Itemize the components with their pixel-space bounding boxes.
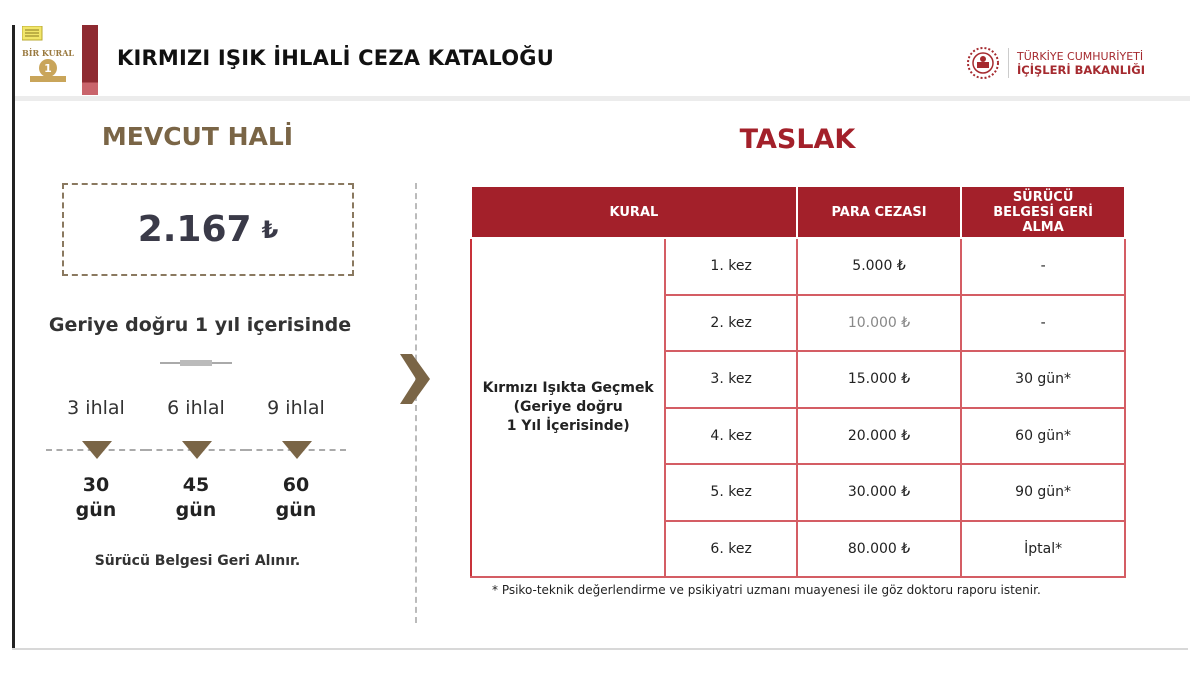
ministry-line2: İÇİŞLERİ BAKANLIĞI	[1017, 62, 1146, 77]
step-dashed-line	[46, 441, 146, 469]
license-cell: 60 gün*	[960, 406, 1126, 465]
header-accent-bar	[82, 25, 98, 95]
count-cell: 1. kez	[664, 237, 798, 296]
chevron-right-icon	[400, 354, 430, 404]
current-note: Sürücü Belgesi Geri Alınır.	[94, 553, 301, 569]
footer-divider	[12, 648, 1188, 650]
table-row: 5. kez 30.000 ₺ 90 gün*	[471, 463, 1126, 522]
rule-line: 1 Yıl İçerisinde)	[506, 418, 630, 434]
step-dashed-line	[246, 441, 346, 469]
header-divider	[15, 96, 1190, 101]
step-violations: 3 ihlal	[67, 397, 125, 419]
fine-cell: 30.000 ₺	[795, 463, 963, 522]
svg-text:1: 1	[44, 62, 52, 75]
step-unit: gün	[75, 499, 117, 521]
current-heading: MEVCUT HALİ	[101, 122, 294, 151]
license-cell: -	[960, 237, 1126, 296]
ministry-emblem-icon	[967, 47, 999, 79]
rule-cell: Kırmızı Işıkta Geçmek (Geriye doğru 1 Yı…	[469, 237, 667, 578]
fine-cell: 15.000 ₺	[795, 350, 963, 409]
left-border-line	[12, 25, 15, 650]
current-fine-box: 2.167 ₺	[62, 183, 354, 276]
ministry-logo: TÜRKİYE CUMHURİYETİ İÇİŞLERİ BAKANLIĞI	[966, 46, 1145, 80]
step-days: 60	[282, 474, 310, 496]
chevron-down-icon	[282, 441, 312, 459]
fine-cell: 10.000 ₺	[795, 293, 963, 352]
count-cell: 3. kez	[664, 350, 798, 409]
page-title: KIRMIZI IŞIK İHLALİ CEZA KATALOĞU	[117, 46, 554, 70]
license-cell: İptal*	[960, 519, 1126, 578]
step-violations: 9 ihlal	[267, 397, 325, 419]
chevron-down-icon	[82, 441, 112, 459]
step-unit: gün	[275, 499, 317, 521]
draft-heading: TASLAK	[739, 124, 856, 155]
draft-fine-table: KURAL PARA CEZASI SÜRÜCÜ BELGESİ GERİ AL…	[469, 187, 1126, 578]
count-cell: 4. kez	[664, 406, 798, 465]
currency-symbol: ₺	[261, 215, 279, 244]
table-row: 6. kez 80.000 ₺ İptal*	[471, 519, 1126, 578]
table-row: 3. kez 15.000 ₺ 30 gün*	[471, 350, 1126, 409]
column-header-rule: KURAL	[470, 187, 798, 239]
ministry-line1: TÜRKİYE CUMHURİYETİ	[1017, 49, 1144, 63]
ministry-separator	[1008, 48, 1009, 78]
step-1: 3 ihlal 30 gün	[46, 397, 146, 523]
count-cell: 6. kez	[664, 519, 798, 578]
fine-cell: 20.000 ₺	[795, 406, 963, 465]
step-unit: gün	[175, 499, 217, 521]
footnote: * Psiko-teknik değerlendirme ve psikiyat…	[492, 583, 1041, 597]
section-divider	[415, 183, 417, 623]
count-cell: 5. kez	[664, 463, 798, 522]
column-header-fine: PARA CEZASI	[795, 187, 963, 239]
table-row: 2. kez 10.000 ₺ -	[471, 293, 1126, 352]
rule-line: (Geriye doğru	[513, 399, 623, 415]
rule-line: Kırmızı Işıkta Geçmek	[482, 380, 654, 396]
table-row: Kırmızı Işıkta Geçmek (Geriye doğru 1 Yı…	[469, 237, 1126, 578]
step-days: 45	[182, 474, 210, 496]
svg-text:BİR KURAL: BİR KURAL	[22, 48, 74, 58]
step-3: 9 ihlal 60 gün	[246, 397, 346, 523]
current-fine-amount: 2.167	[137, 209, 252, 250]
column-header-license: SÜRÜCÜ BELGESİ GERİ ALMA	[960, 187, 1126, 239]
step-violations: 6 ihlal	[167, 397, 225, 419]
table-header-row: KURAL PARA CEZASI SÜRÜCÜ BELGESİ GERİ AL…	[470, 187, 1126, 239]
bir-kural-logo-icon: BİR KURAL 1	[22, 26, 74, 82]
step-2: 6 ihlal 45 gün	[146, 397, 246, 523]
table-row: 4. kez 20.000 ₺ 60 gün*	[471, 406, 1126, 465]
license-cell: 30 gün*	[960, 350, 1126, 409]
count-cell: 2. kez	[664, 293, 798, 352]
step-dashed-line	[146, 441, 246, 469]
chevron-down-icon	[182, 441, 212, 459]
fine-cell: 5.000 ₺	[795, 237, 963, 296]
license-cell: -	[960, 293, 1126, 352]
separator-mark	[180, 360, 212, 366]
license-cell: 90 gün*	[960, 463, 1126, 522]
fine-cell: 80.000 ₺	[795, 519, 963, 578]
current-period: Geriye doğru 1 yıl içerisinde	[48, 314, 352, 336]
step-days: 30	[82, 474, 110, 496]
